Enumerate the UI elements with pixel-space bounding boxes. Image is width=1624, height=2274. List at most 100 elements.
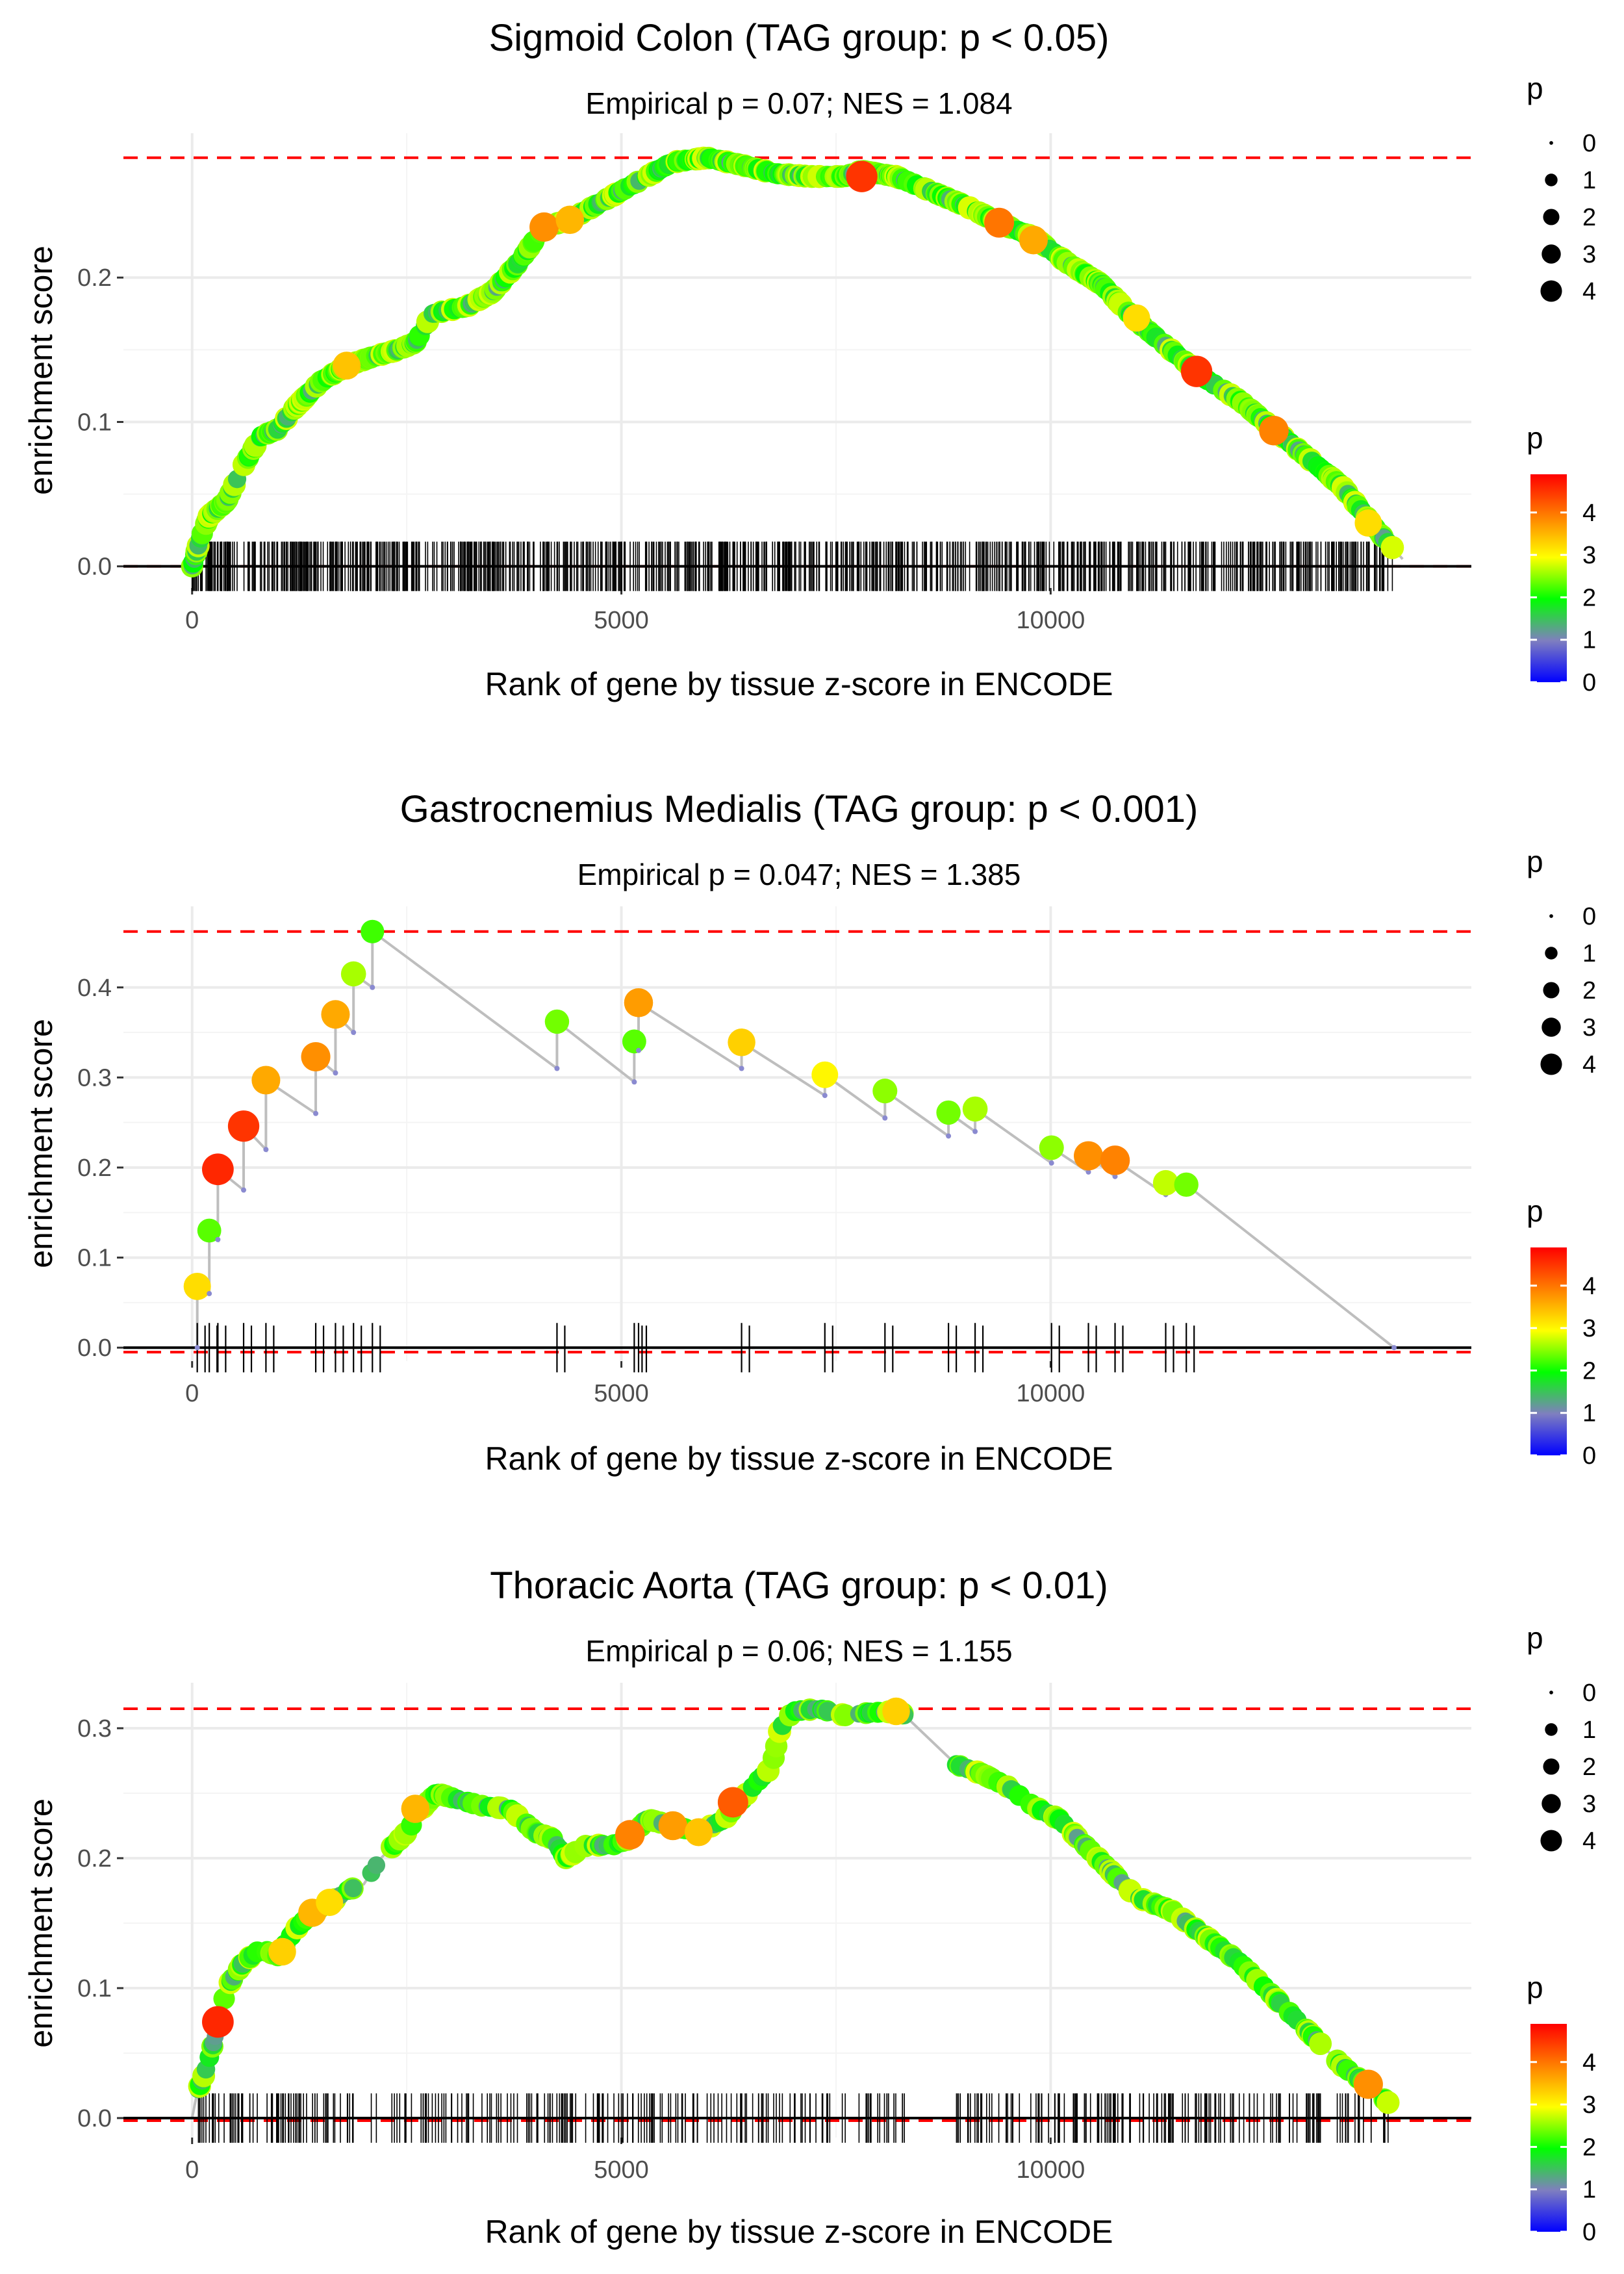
- legend-panel-3: p 0 1 2 3 4 p 4 3 2 1 0: [1527, 1621, 1596, 2246]
- y-tick-label: 0.0: [77, 1335, 112, 1362]
- size-legend-label: 1: [1582, 1717, 1596, 1744]
- size-legend-dot: [1545, 1723, 1558, 1736]
- size-legend-title: p: [1527, 71, 1543, 105]
- trough-point: [263, 1147, 269, 1153]
- trough-point: [972, 1129, 978, 1134]
- hit-point: [1309, 2032, 1332, 2056]
- size-legend-dot: [1540, 1053, 1562, 1075]
- hit-point: [728, 1028, 755, 1056]
- color-legend-label: 0: [1582, 669, 1596, 696]
- size-legend-label: 4: [1582, 278, 1596, 305]
- end-point: [1391, 1345, 1397, 1351]
- color-legend-bar: [1530, 1247, 1567, 1455]
- panel1-xlabel: Rank of gene by tissue z-score in ENCODE: [485, 666, 1113, 702]
- hit-point: [936, 1100, 961, 1125]
- y-tick-label: 0.3: [77, 1064, 112, 1092]
- y-tick-label: 0.0: [77, 554, 112, 581]
- hit-point: [622, 1029, 646, 1054]
- highlight-hit-point: [658, 1811, 688, 1841]
- hit-point: [1074, 1141, 1104, 1171]
- x-tick-label: 5000: [594, 2156, 649, 2184]
- color-legend-label: 0: [1582, 1442, 1596, 1470]
- hit-point: [340, 961, 366, 987]
- size-legend-dot: [1540, 1830, 1562, 1852]
- x-tick-label: 0: [185, 607, 199, 634]
- size-legend-label: 0: [1582, 130, 1596, 157]
- panel2-xlabel: Rank of gene by tissue z-score in ENCODE: [485, 1440, 1113, 1477]
- y-tick-label: 0.0: [77, 2105, 112, 2132]
- trough-point: [946, 1133, 952, 1139]
- hit-point: [367, 1856, 386, 1874]
- highlight-hit-point: [333, 351, 361, 380]
- size-legend-dot: [1540, 280, 1562, 302]
- trough-point: [215, 1236, 221, 1242]
- hit-point: [624, 988, 653, 1017]
- highlight-hit-point: [316, 1889, 344, 1916]
- trough-point: [882, 1115, 888, 1121]
- highlight-hit-point: [684, 1818, 713, 1846]
- color-legend-label: 1: [1582, 627, 1596, 654]
- x-tick-label: 0: [185, 1380, 199, 1407]
- trough-point: [313, 1110, 319, 1116]
- panel3-tick-labels: 0 5000 10000 0.0 0.1 0.2 0.3: [77, 1715, 1085, 2184]
- hit-point: [1174, 1172, 1199, 1197]
- size-legend-dot: [1542, 244, 1561, 264]
- panel3-xlabel: Rank of gene by tissue z-score in ENCODE: [485, 2214, 1113, 2250]
- hit-point: [1380, 535, 1404, 559]
- hit-point: [1377, 2091, 1400, 2114]
- y-tick-label: 0.1: [77, 1975, 112, 2002]
- color-legend-label: 4: [1582, 1273, 1596, 1300]
- size-legend-label: 1: [1582, 940, 1596, 967]
- size-legend-dot: [1545, 173, 1558, 186]
- y-tick-label: 0.4: [77, 975, 112, 1002]
- x-tick-label: 5000: [594, 607, 649, 634]
- x-tick-label: 10000: [1017, 1380, 1085, 1407]
- trough-point: [1112, 1173, 1118, 1179]
- highlight-hit-point: [268, 1937, 296, 1966]
- legend-panel-1: p 0 1 2 3 4 p 4 3 2 1 0: [1527, 71, 1596, 696]
- size-legend-title: p: [1527, 1621, 1543, 1655]
- hit-point: [544, 1009, 570, 1034]
- color-legend-label: 0: [1582, 2219, 1596, 2246]
- highlight-hit-point: [615, 1820, 645, 1850]
- highlight-hit-point: [717, 1787, 748, 1818]
- size-legend-dot: [1543, 209, 1560, 225]
- highlight-hit-point: [1019, 225, 1048, 255]
- y-tick-label: 0.2: [77, 1845, 112, 1872]
- size-legend-dot: [1543, 982, 1560, 999]
- trough-point: [333, 1070, 338, 1076]
- panel1-title: Sigmoid Colon (TAG group: p < 0.05): [489, 17, 1110, 59]
- trough-point: [739, 1066, 744, 1071]
- color-legend-title: p: [1527, 1194, 1543, 1228]
- hit-point: [197, 1218, 222, 1243]
- hit-point: [321, 1000, 350, 1029]
- size-legend-label: 2: [1582, 977, 1596, 1004]
- hit-point: [251, 1066, 281, 1095]
- panel-gastrocnemius-medialis: Gastrocnemius Medialis (TAG group: p < 0…: [23, 788, 1471, 1477]
- trough-point: [631, 1079, 637, 1085]
- hit-point: [344, 1879, 362, 1898]
- size-legend-label: 1: [1582, 167, 1596, 194]
- size-legend-label: 4: [1582, 1051, 1596, 1079]
- size-legend-title: p: [1527, 845, 1543, 878]
- hit-point: [183, 1272, 211, 1300]
- panel3-title: Thoracic Aorta (TAG group: p < 0.01): [490, 1565, 1108, 1607]
- hit-point: [872, 1079, 898, 1104]
- hit-point: [811, 1061, 839, 1088]
- highlight-hit-point: [529, 212, 559, 242]
- color-legend-label: 2: [1582, 2134, 1596, 2161]
- highlight-hit-point: [984, 207, 1015, 238]
- legend-panel-2: p 0 1 2 3 4 p 4 3 2 1 0: [1527, 845, 1596, 1470]
- highlight-hit-point: [555, 205, 585, 235]
- highlight-hit-point: [1180, 355, 1213, 387]
- color-legend-bar: [1530, 474, 1567, 682]
- highlight-hit-point: [1354, 509, 1382, 537]
- x-tick-label: 5000: [594, 1380, 649, 1407]
- x-tick-label: 10000: [1017, 607, 1085, 634]
- size-legend-dot: [1543, 1758, 1560, 1775]
- hit-point: [301, 1041, 331, 1072]
- hit-point: [1039, 1135, 1064, 1160]
- color-legend-label: 2: [1582, 584, 1596, 611]
- color-legend-title: p: [1527, 421, 1543, 455]
